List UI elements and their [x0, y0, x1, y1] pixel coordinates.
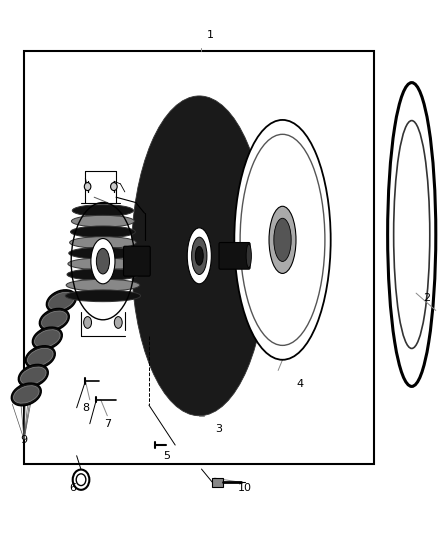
Ellipse shape [172, 192, 226, 320]
FancyBboxPatch shape [212, 478, 223, 487]
Ellipse shape [114, 317, 122, 328]
Text: 6: 6 [69, 483, 76, 492]
Ellipse shape [18, 365, 48, 387]
Ellipse shape [73, 470, 89, 490]
Ellipse shape [145, 128, 254, 384]
Ellipse shape [71, 226, 135, 238]
Ellipse shape [159, 160, 240, 352]
Ellipse shape [71, 215, 134, 227]
Ellipse shape [76, 474, 86, 486]
Ellipse shape [39, 309, 69, 331]
Ellipse shape [91, 239, 115, 284]
Ellipse shape [187, 228, 211, 284]
Ellipse shape [49, 293, 74, 310]
Ellipse shape [179, 208, 219, 304]
Text: 8: 8 [82, 403, 89, 413]
Text: 7: 7 [104, 419, 111, 429]
Ellipse shape [67, 269, 139, 280]
Ellipse shape [234, 120, 331, 360]
Ellipse shape [152, 144, 247, 368]
Ellipse shape [388, 83, 436, 386]
Ellipse shape [14, 386, 39, 403]
Ellipse shape [195, 246, 203, 265]
Text: 9: 9 [21, 435, 28, 445]
Ellipse shape [28, 349, 53, 366]
Ellipse shape [166, 176, 233, 336]
FancyBboxPatch shape [124, 246, 150, 276]
Ellipse shape [193, 240, 206, 272]
Ellipse shape [69, 247, 137, 259]
Text: 10: 10 [238, 483, 252, 492]
FancyBboxPatch shape [219, 243, 250, 269]
Ellipse shape [269, 206, 296, 273]
Ellipse shape [42, 311, 67, 328]
Ellipse shape [35, 330, 60, 347]
Ellipse shape [186, 224, 213, 288]
Ellipse shape [96, 248, 110, 274]
Ellipse shape [110, 182, 117, 191]
Ellipse shape [65, 290, 141, 302]
Text: 3: 3 [215, 424, 223, 434]
Ellipse shape [246, 244, 251, 268]
Ellipse shape [68, 258, 138, 270]
Ellipse shape [32, 327, 62, 350]
Ellipse shape [84, 182, 91, 191]
Text: 1: 1 [207, 30, 214, 39]
Text: 2: 2 [424, 294, 431, 303]
Ellipse shape [274, 219, 291, 261]
Ellipse shape [84, 317, 92, 328]
Bar [24, 51, 374, 464]
Ellipse shape [70, 237, 136, 248]
Ellipse shape [66, 279, 140, 291]
Ellipse shape [11, 383, 41, 406]
Ellipse shape [192, 237, 207, 274]
Ellipse shape [21, 367, 46, 384]
Ellipse shape [25, 346, 55, 368]
Ellipse shape [131, 96, 267, 416]
Ellipse shape [138, 112, 260, 400]
Ellipse shape [46, 290, 76, 312]
Ellipse shape [72, 205, 134, 216]
Text: 5: 5 [163, 451, 170, 461]
Text: 4: 4 [297, 379, 304, 389]
